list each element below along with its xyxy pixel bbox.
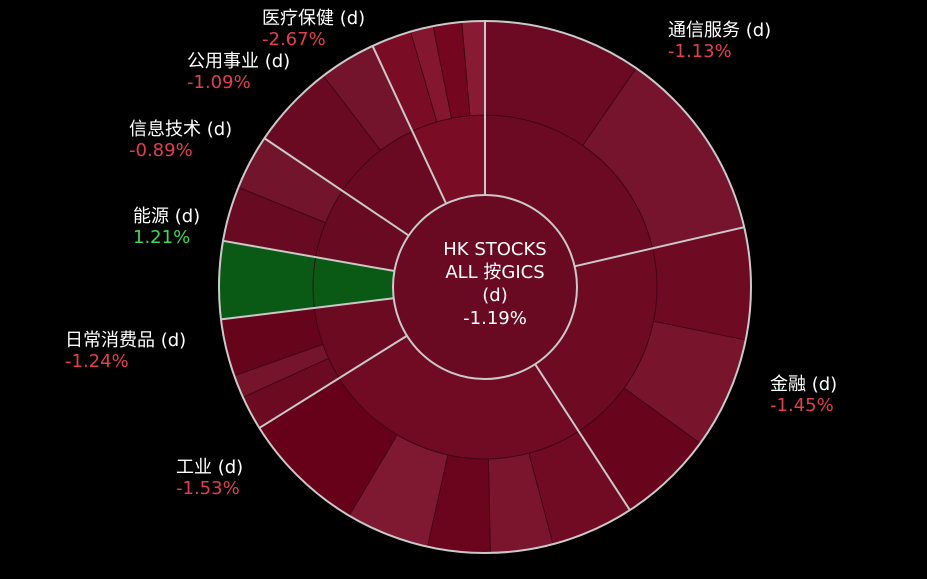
- label-staples-name: 日常消费品 (d): [65, 330, 187, 351]
- label-comm-name: 通信服务 (d): [668, 20, 772, 41]
- separator-fin: [574, 226, 745, 268]
- label-fin-pct: -1.45%: [770, 395, 834, 416]
- label-fin[interactable]: 金融 (d) -1.45%: [770, 374, 837, 416]
- label-it-pct: -0.89%: [129, 140, 193, 161]
- label-ind-pct: -1.53%: [176, 478, 240, 499]
- label-energy[interactable]: 能源 (d) 1.21%: [133, 206, 200, 248]
- center-value: -1.19%: [463, 308, 527, 329]
- label-energy-pct: 1.21%: [133, 227, 191, 248]
- center-line-2: ALL 按GICS: [445, 262, 545, 283]
- label-staples-pct: -1.24%: [65, 351, 129, 372]
- label-health-pct: -2.67%: [262, 29, 326, 50]
- label-staples[interactable]: 日常消费品 (d) -1.24%: [65, 330, 186, 372]
- center-label: HK STOCKS ALL 按GICS (d) -1.19%: [405, 238, 585, 330]
- separator-ind: [534, 363, 631, 511]
- label-fin-name: 金融 (d): [770, 374, 838, 395]
- separator-it: [222, 239, 395, 273]
- center-disc[interactable]: [392, 194, 578, 380]
- center-line-1: HK STOCKS: [443, 239, 547, 260]
- separator-energy: [220, 297, 394, 321]
- separator-util: [263, 137, 410, 237]
- label-ind-name: 工业 (d): [176, 457, 244, 478]
- label-util-pct: -1.09%: [187, 72, 251, 93]
- label-ind[interactable]: 工业 (d) -1.53%: [176, 457, 243, 499]
- label-it-name: 信息技术 (d): [129, 119, 233, 140]
- label-energy-name: 能源 (d): [133, 206, 201, 227]
- center-line-3: (d): [482, 285, 508, 306]
- label-health[interactable]: 医疗保健 (d) -2.67%: [262, 8, 365, 50]
- label-it[interactable]: 信息技术 (d) -0.89%: [129, 119, 232, 161]
- separator-health: [371, 45, 448, 205]
- label-util[interactable]: 公用事业 (d) -1.09%: [187, 51, 290, 93]
- label-comm[interactable]: 通信服务 (d) -1.13%: [668, 20, 771, 62]
- outer-border: [218, 20, 752, 554]
- separator-staples: [258, 334, 408, 429]
- label-comm-pct: -1.13%: [668, 41, 732, 62]
- label-health-name: 医疗保健 (d): [262, 8, 366, 29]
- label-util-name: 公用事业 (d): [187, 51, 291, 72]
